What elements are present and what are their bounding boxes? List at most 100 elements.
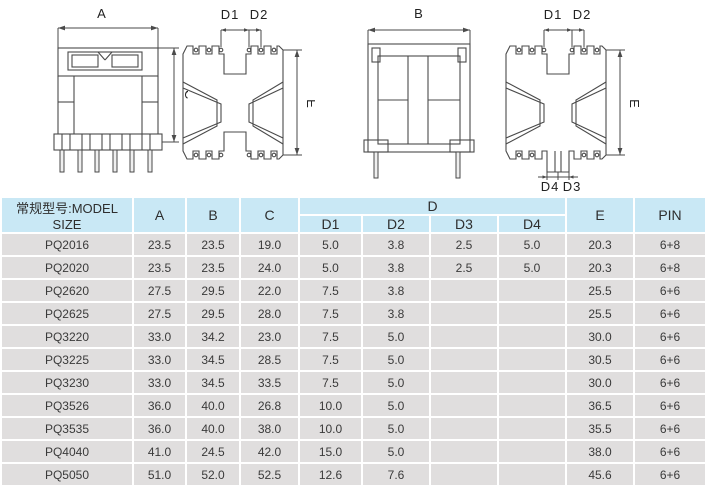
d3-cell (431, 303, 497, 324)
c-cell: 33.5 (241, 372, 298, 393)
header-d2: D2 (363, 216, 429, 232)
side-view-drawing: B (363, 6, 475, 179)
model-size-table: 常规型号:MODEL SIZE A B C D E PIN D1 D2 D3 D… (0, 196, 707, 487)
a-cell: 27.5 (134, 280, 185, 301)
d3-cell (431, 326, 497, 347)
e-cell: 25.5 (567, 303, 633, 324)
table-row: PQ3535 36.0 40.0 38.0 10.0 5.0 35.5 6+6 (2, 418, 705, 439)
d4-cell (499, 303, 565, 324)
d3-cell (431, 395, 497, 416)
a-cell: 36.0 (134, 418, 185, 439)
d4-cell (499, 395, 565, 416)
d2-cell: 3.8 (363, 234, 429, 255)
dim-label-d2: D2 (250, 7, 269, 22)
d2-cell: 3.8 (363, 257, 429, 278)
a-cell: 33.0 (134, 326, 185, 347)
d3-cell (431, 280, 497, 301)
dim-label-c: C (182, 90, 188, 100)
model-cell: PQ2020 (2, 257, 132, 278)
header-model-size: 常规型号:MODEL SIZE (2, 198, 132, 232)
d4-cell (499, 280, 565, 301)
pin-cell: 6+6 (635, 464, 705, 485)
d2-cell: 5.0 (363, 418, 429, 439)
e-cell: 30.5 (567, 349, 633, 370)
d4-cell (499, 349, 565, 370)
d1-cell: 7.5 (300, 280, 361, 301)
front-view-drawing: A (53, 6, 188, 173)
model-cell: PQ2625 (2, 303, 132, 324)
dim-label-d4: D4 (541, 179, 560, 194)
b-cell: 23.5 (187, 234, 239, 255)
d1-cell: 5.0 (300, 257, 361, 278)
e-cell: 38.0 (567, 441, 633, 462)
a-cell: 23.5 (134, 234, 185, 255)
header-e: E (567, 198, 633, 232)
d4-cell: 5.0 (499, 234, 565, 255)
top-view-right-drawing: D1 D2 (505, 7, 642, 194)
d2-cell: 5.0 (363, 441, 429, 462)
d1-cell: 7.5 (300, 303, 361, 324)
d2-cell: 5.0 (363, 395, 429, 416)
model-cell: PQ3220 (2, 326, 132, 347)
a-cell: 36.0 (134, 395, 185, 416)
a-cell: 27.5 (134, 303, 185, 324)
d1-cell: 12.6 (300, 464, 361, 485)
e-cell: 20.3 (567, 257, 633, 278)
c-cell: 28.5 (241, 349, 298, 370)
b-cell: 29.5 (187, 303, 239, 324)
e-cell: 45.6 (567, 464, 633, 485)
table-row: PQ2625 27.5 29.5 28.0 7.5 3.8 25.5 6+6 (2, 303, 705, 324)
pin-cell: 6+6 (635, 395, 705, 416)
pin-cell: 6+6 (635, 280, 705, 301)
table-row: PQ3230 33.0 34.5 33.5 7.5 5.0 30.0 6+6 (2, 372, 705, 393)
b-cell: 23.5 (187, 257, 239, 278)
e-cell: 36.5 (567, 395, 633, 416)
model-cell: PQ2016 (2, 234, 132, 255)
c-cell: 26.8 (241, 395, 298, 416)
dim-label-b: B (414, 6, 424, 21)
table-row: PQ3225 33.0 34.5 28.5 7.5 5.0 30.5 6+6 (2, 349, 705, 370)
d3-cell (431, 349, 497, 370)
c-cell: 52.5 (241, 464, 298, 485)
model-cell: PQ3526 (2, 395, 132, 416)
header-d-group: D (300, 198, 565, 214)
d4-cell (499, 326, 565, 347)
dim-label-e: E (304, 99, 315, 109)
a-cell: 51.0 (134, 464, 185, 485)
b-cell: 52.0 (187, 464, 239, 485)
d2-cell: 5.0 (363, 326, 429, 347)
d1-cell: 5.0 (300, 234, 361, 255)
d3-cell: 2.5 (431, 234, 497, 255)
d4-cell (499, 418, 565, 439)
e-cell: 30.0 (567, 326, 633, 347)
dim-label-d1: D1 (544, 7, 563, 22)
d3-cell (431, 441, 497, 462)
model-cell: PQ4040 (2, 441, 132, 462)
b-cell: 40.0 (187, 418, 239, 439)
a-cell: 33.0 (134, 349, 185, 370)
d1-cell: 10.0 (300, 418, 361, 439)
c-cell: 38.0 (241, 418, 298, 439)
e-cell: 35.5 (567, 418, 633, 439)
header-b: B (187, 198, 239, 232)
d1-cell: 7.5 (300, 326, 361, 347)
b-cell: 34.5 (187, 349, 239, 370)
dim-label-d1: D1 (221, 7, 240, 22)
table-row: PQ5050 51.0 52.0 52.5 12.6 7.6 45.6 6+6 (2, 464, 705, 485)
table-row: PQ2020 23.5 23.5 24.0 5.0 3.8 2.5 5.0 20.3 6+8 (2, 257, 705, 278)
a-cell: 33.0 (134, 372, 185, 393)
dim-label-d3: D3 (563, 179, 582, 194)
c-cell: 24.0 (241, 257, 298, 278)
pin-cell: 6+6 (635, 349, 705, 370)
pin-cell: 6+6 (635, 326, 705, 347)
dim-label-a: A (97, 6, 107, 21)
d1-cell: 15.0 (300, 441, 361, 462)
model-cell: PQ3230 (2, 372, 132, 393)
c-cell: 22.0 (241, 280, 298, 301)
pin-cell: 6+6 (635, 441, 705, 462)
c-cell: 23.0 (241, 326, 298, 347)
model-cell: PQ3535 (2, 418, 132, 439)
header-d3: D3 (431, 216, 497, 232)
table-row: PQ4040 41.0 24.5 42.0 15.0 5.0 38.0 6+6 (2, 441, 705, 462)
